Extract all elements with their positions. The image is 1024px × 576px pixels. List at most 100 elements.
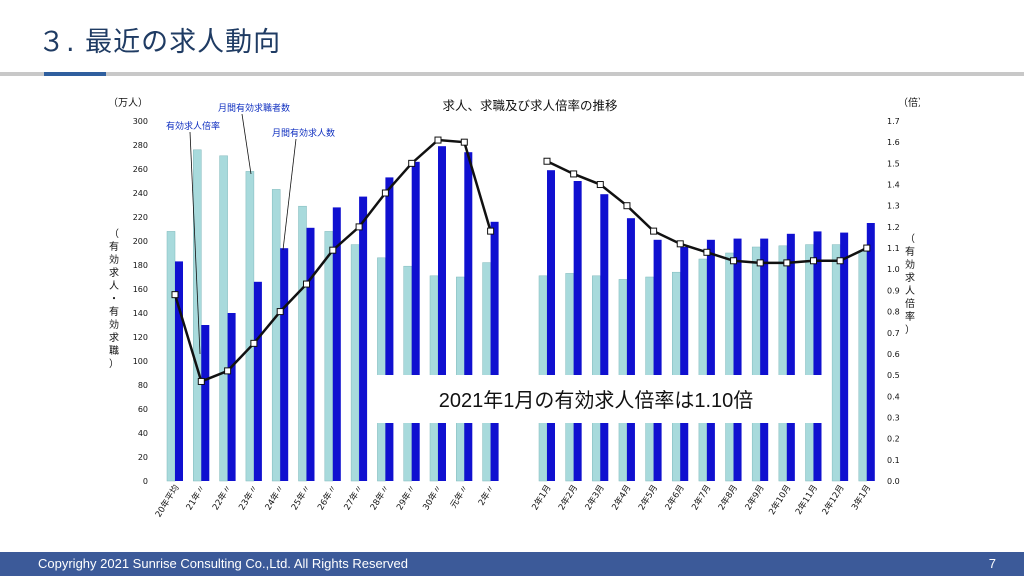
bars-group [166, 146, 875, 482]
left-axis-label: （有効求人・有効求職） [109, 228, 119, 370]
category-label: 20年平均 [153, 483, 182, 520]
bar-openings [253, 281, 262, 481]
category-label: 2年4月 [609, 483, 633, 512]
right-tick-label: 0.1 [887, 456, 900, 465]
right-tick-label: 1.7 [887, 117, 900, 126]
category-label: 28年〃 [368, 483, 392, 512]
ratio-marker [276, 308, 284, 316]
category-label: 2年11月 [793, 483, 820, 517]
bar-openings [359, 196, 368, 481]
bar-seekers [858, 250, 868, 482]
ratio-marker [434, 136, 442, 144]
bar-openings [706, 239, 715, 481]
ratio-marker [836, 257, 844, 265]
ratio-marker [676, 240, 684, 248]
ratio-marker [810, 257, 817, 265]
bar-openings [653, 239, 662, 481]
right-axis-label-char: 人 [905, 285, 915, 297]
bar-openings [464, 152, 473, 481]
bar-seekers [698, 258, 708, 482]
bar-openings [385, 177, 394, 481]
left-tick-label: 160 [133, 285, 148, 294]
ratio-marker [570, 170, 578, 178]
right-tick-label: 1.3 [887, 202, 900, 211]
bar-seekers [271, 189, 281, 482]
right-tick-label: 0.3 [887, 413, 900, 422]
title-divider [0, 72, 1024, 76]
right-unit-label: （倍） [898, 96, 920, 109]
category-label: 3年1月 [849, 483, 873, 512]
bar-openings [760, 238, 769, 481]
right-tick-label: 1.1 [887, 244, 900, 253]
ratio-marker [543, 157, 551, 165]
left-axis-label-char: 効 [109, 318, 119, 331]
left-tick-label: 60 [138, 405, 148, 414]
category-label: 24年〃 [263, 483, 287, 512]
category-label: 2年1月 [529, 483, 553, 512]
right-tick-label: 1.0 [887, 265, 900, 274]
left-axis-ticks: 0 20 40 60 80 100 120 140 160 180 200 220 240 260 280 3… [133, 117, 148, 486]
right-axis-label-char: 有 [905, 245, 915, 258]
left-axis-label-char: 求 [109, 332, 119, 344]
bar-seekers [324, 231, 334, 482]
ratio-marker [623, 202, 631, 210]
left-tick-label: 220 [133, 213, 148, 222]
page-number: 7 [988, 556, 996, 571]
right-tick-label: 0.6 [887, 350, 900, 359]
left-axis-label-char: （ [109, 228, 119, 240]
right-axis-ticks: 0.0 0.1 0.2 0.3 0.4 0.5 0.6 0.7 0.8 0.9 1.0 1.1 1.2 1… [887, 117, 900, 486]
right-axis-label: （有効求人倍率） [905, 233, 915, 336]
left-tick-label: 100 [133, 357, 148, 366]
bar-openings [733, 238, 742, 481]
footer-bar: Copyrighy 2021 Sunrise Consulting Co.,Lt… [0, 552, 1024, 576]
bar-openings [227, 313, 236, 481]
ratio-marker [329, 246, 337, 254]
chart-container: 求人、求職及び求人倍率の推移 （万人） （倍） 0204060801001201… [100, 92, 928, 536]
left-tick-label: 120 [133, 333, 148, 342]
bar-openings [175, 261, 183, 481]
left-axis-label-char: 人 [109, 280, 119, 292]
bar-seekers [350, 244, 360, 482]
ratio-marker [783, 259, 791, 267]
ratio-marker [650, 227, 658, 235]
category-label: 27年〃 [342, 483, 366, 512]
category-label: 2年10月 [766, 483, 793, 517]
ratio-marker [355, 223, 363, 231]
left-axis-label-char: 有 [109, 305, 119, 318]
left-tick-label: 260 [133, 165, 148, 174]
ratio-marker [197, 377, 205, 385]
category-label: 26年〃 [315, 483, 339, 512]
bar-openings [600, 194, 609, 481]
bar-seekers [219, 155, 228, 482]
left-tick-label: 140 [133, 309, 148, 318]
category-labels: 20年平均 21年〃 22年〃 23年〃 24年〃 25年〃 26年〃 27年〃 28年〃 29年… [153, 483, 873, 520]
ratio-marker [703, 248, 711, 256]
category-label: 2年〃 [476, 483, 497, 508]
bar-openings [280, 248, 289, 481]
legend-seekers-label: 月間有効求職者数 [218, 102, 290, 114]
ratio-marker [756, 259, 764, 267]
right-tick-label: 1.6 [887, 138, 900, 147]
annotation-text: 2021年1月の有効求人倍率は1.10倍 [439, 389, 754, 412]
bar-openings [866, 223, 875, 481]
right-tick-label: 0.0 [887, 477, 900, 486]
bar-openings [626, 218, 635, 481]
category-label: 2年6月 [663, 483, 687, 512]
left-tick-label: 180 [133, 261, 148, 270]
left-axis-label-char: 効 [109, 253, 119, 266]
legend-openings-label: 月間有効求人数 [272, 127, 335, 139]
right-axis-label-char: 倍 [905, 297, 915, 310]
bar-openings [306, 227, 315, 481]
right-tick-label: 0.5 [887, 371, 900, 380]
right-axis-label-char: 求 [905, 272, 915, 284]
left-tick-label: 200 [133, 237, 148, 246]
left-tick-label: 0 [143, 477, 148, 486]
ratio-marker [730, 257, 738, 265]
right-tick-label: 1.4 [887, 181, 900, 190]
legend-ratio-pointer [189, 131, 201, 355]
bar-openings [438, 146, 446, 481]
category-label: 2年2月 [556, 483, 580, 512]
bar-seekers [751, 246, 761, 482]
category-label: 22年〃 [210, 483, 234, 512]
bar-seekers [482, 262, 491, 482]
